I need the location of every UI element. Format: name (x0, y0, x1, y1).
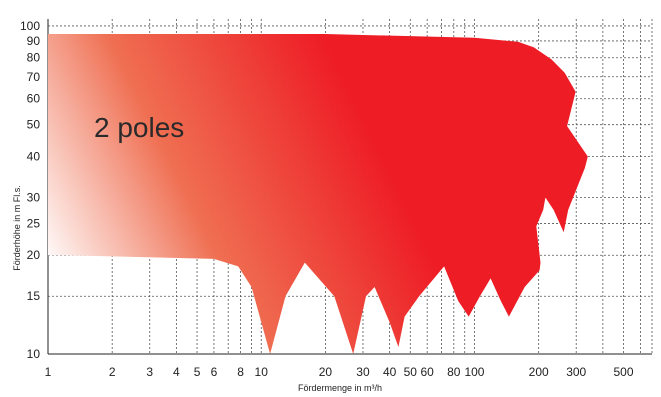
x-tick-label: 5 (194, 365, 201, 379)
y-tick-label: 30 (27, 190, 41, 204)
x-tick-label: 500 (614, 365, 634, 379)
x-tick-label: 8 (237, 365, 244, 379)
y-tick-label: 70 (27, 70, 41, 84)
x-tick-label: 3 (146, 365, 153, 379)
x-tick-label: 1 (45, 365, 52, 379)
y-tick-label: 20 (27, 248, 41, 262)
y-tick-label: 100 (20, 19, 40, 33)
region-label: 2 poles (94, 112, 184, 143)
x-tick-label: 2 (109, 365, 116, 379)
y-tick-label: 50 (27, 118, 41, 132)
x-tick-label: 80 (447, 365, 461, 379)
x-axis-title: Fördermenge in m³/h (298, 383, 382, 393)
y-tick-label: 90 (27, 34, 41, 48)
y-tick-label: 40 (27, 149, 41, 163)
y-tick-label: 80 (27, 51, 41, 65)
x-tick-labels: 1 2 3 4 5 6 8 10 20 30 40 50 60 80 100 200 300 500 (45, 365, 634, 379)
x-tick-label: 200 (529, 365, 549, 379)
x-tick-label: 4 (173, 365, 180, 379)
y-tick-label: 15 (27, 289, 41, 303)
y-axis-title: Förderhöhe in m Fl.s. (12, 185, 22, 271)
x-tick-label: 40 (383, 365, 397, 379)
y-tick-label: 60 (27, 92, 41, 106)
x-tick-label: 6 (211, 365, 218, 379)
x-tick-label: 10 (255, 365, 269, 379)
x-tick-label: 50 (404, 365, 418, 379)
x-tick-label: 60 (420, 365, 434, 379)
x-tick-label: 20 (319, 365, 333, 379)
x-tick-label: 100 (464, 365, 484, 379)
x-tick-label: 30 (356, 365, 370, 379)
operating-region-2-poles (48, 34, 588, 354)
x-tick-label: 300 (566, 365, 586, 379)
y-tick-label: 25 (27, 216, 41, 230)
y-tick-label: 10 (27, 347, 41, 361)
